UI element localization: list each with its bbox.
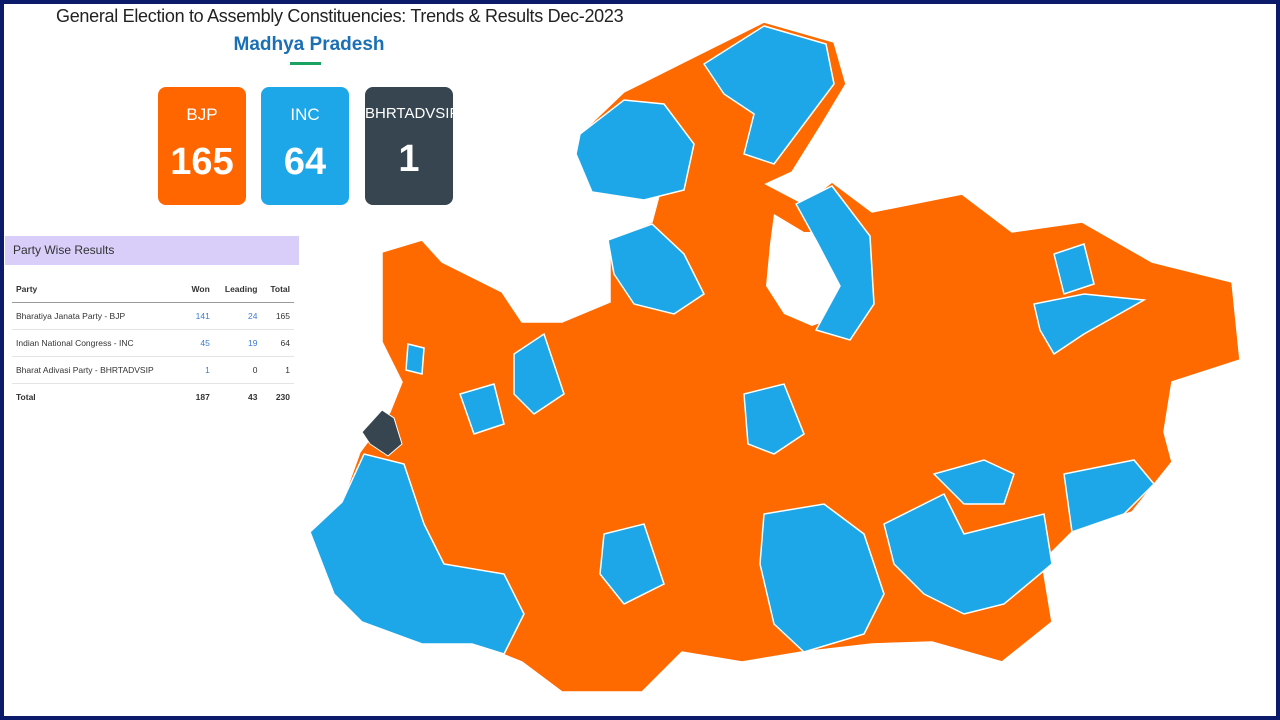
card-seats: 165	[170, 141, 234, 183]
cell: Bharatiya Janata Party - BJP	[12, 302, 183, 330]
row: Bharat Adivasi Party - BHRTADVSIP 1 0 1	[12, 356, 294, 384]
card-party: INC	[290, 105, 320, 124]
party-card: INC 64	[261, 87, 349, 205]
total-row: Total 187 43 230	[12, 384, 294, 411]
map-region	[743, 383, 805, 455]
map-region	[599, 523, 665, 605]
card-seats: 1	[398, 138, 420, 180]
cell-link[interactable]: 141	[182, 302, 214, 330]
panel-title: Party Wise Results	[5, 236, 299, 265]
map-region	[702, 25, 835, 165]
state-name: Madhya Pradesh	[233, 34, 385, 55]
map-region	[309, 453, 525, 655]
cell: Indian National Congress - INC	[12, 329, 183, 357]
card-party: BHRTADVSIP	[365, 105, 460, 122]
cell: 230	[275, 392, 290, 402]
cell-link[interactable]: 24	[213, 302, 262, 330]
column-header: Won	[182, 276, 214, 303]
map-region	[794, 185, 875, 341]
map-region	[883, 492, 1053, 615]
map	[309, 21, 1241, 693]
cell: Total	[16, 392, 36, 402]
cell-link[interactable]: 45	[182, 329, 214, 357]
cell: 165	[261, 302, 294, 330]
cell-link[interactable]: 19	[213, 329, 262, 357]
map-region	[459, 383, 505, 435]
column-header: Total	[261, 276, 294, 303]
map-region	[932, 459, 1015, 505]
cell: Bharat Adivasi Party - BHRTADVSIP	[12, 356, 183, 384]
map-region	[575, 99, 695, 201]
row: Bharatiya Janata Party - BJP 141 24 165	[12, 302, 294, 330]
map-region	[607, 223, 705, 315]
map-region	[759, 503, 885, 653]
page-title: General Election to Assembly Constituenc…	[56, 6, 624, 26]
underline	[290, 62, 321, 65]
row: Indian National Congress - INC 45 19 64	[12, 329, 294, 357]
cell: 1	[261, 356, 294, 384]
cell-link[interactable]: 1	[182, 356, 214, 384]
party-card: BJP 165	[158, 87, 246, 205]
card-seats: 64	[283, 141, 327, 183]
column-header: Leading	[213, 276, 262, 303]
party-card: BHRTADVSIP 1	[365, 87, 460, 205]
cell: 64	[261, 329, 294, 357]
map-region	[513, 332, 565, 415]
results-table: Party Won Leading Total Bharatiya Janata…	[12, 276, 294, 410]
map-region	[1053, 243, 1095, 295]
card-party: BJP	[186, 105, 218, 124]
cell: 187	[195, 392, 210, 402]
header-row: Party Won Leading Total	[12, 276, 294, 303]
map-region	[361, 409, 403, 457]
cell: 0	[213, 356, 262, 384]
map-region	[1033, 293, 1147, 356]
map-region	[1063, 459, 1156, 534]
map-region	[405, 343, 425, 375]
cell: 43	[248, 392, 258, 402]
column-header: Party	[12, 276, 183, 303]
